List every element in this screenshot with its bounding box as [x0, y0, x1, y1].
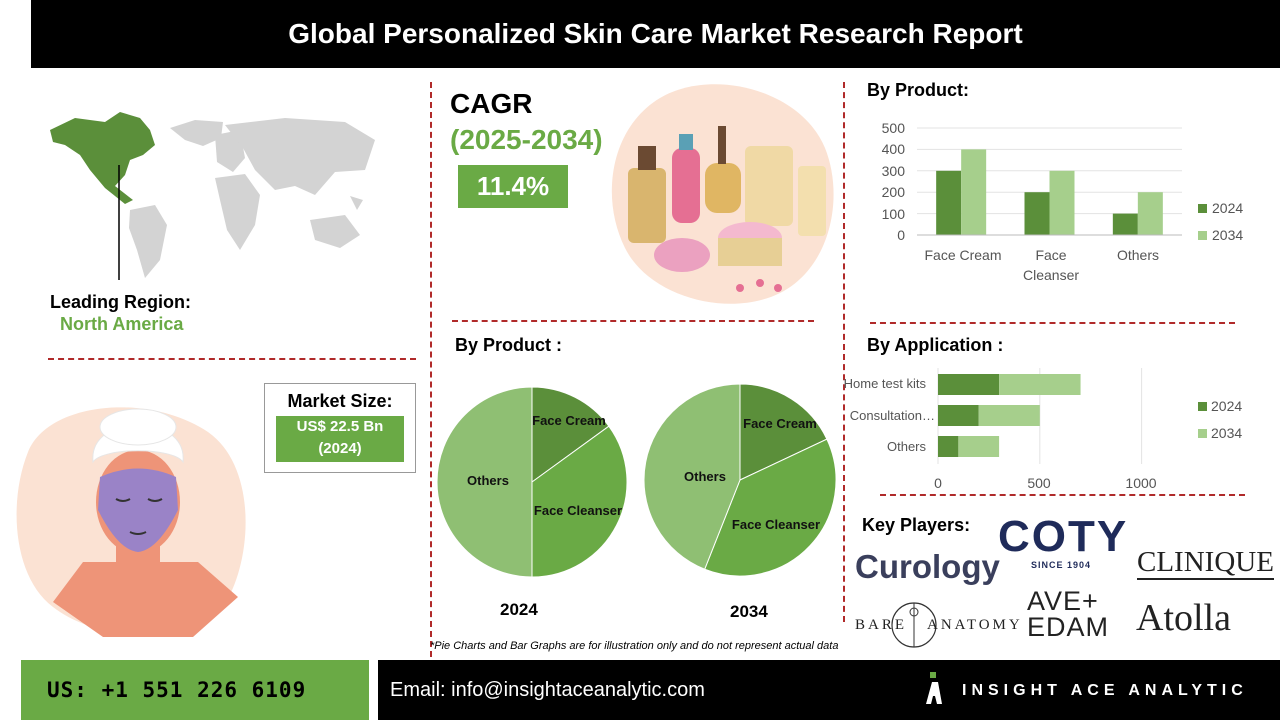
bar-2034	[1049, 170, 1075, 235]
pie-slice	[531, 425, 628, 578]
footer-phone[interactable]: US: +1 551 226 6109	[47, 678, 307, 702]
logo-curology: Curology	[855, 548, 1000, 585]
application-bar-chart: Home test kits Consultation… Others 0 50…	[844, 368, 1242, 491]
brand-logo-icon	[926, 672, 942, 704]
leading-region-value: North America	[60, 314, 184, 334]
product-bar-chart: 500 400 300 200 100 0 Face Cream Face Cl…	[882, 120, 1244, 283]
pie-slice	[436, 386, 533, 578]
bar-2024	[936, 170, 962, 235]
x-tick-label: Face Cream	[924, 247, 1001, 263]
divider-application	[880, 494, 1245, 496]
logo-edam: EDAM	[1027, 612, 1110, 642]
cagr-period: (2025-2034)	[450, 124, 603, 155]
x-tick-label: 500	[1027, 475, 1051, 491]
divider-cagr	[452, 320, 814, 322]
x-tick-label: Face	[1035, 247, 1066, 263]
legend-swatch-2034	[1198, 429, 1207, 438]
bar-2024	[1024, 192, 1050, 235]
bare-anatomy-emblem-icon	[891, 602, 937, 648]
market-size-label: Market Size:	[287, 391, 393, 411]
cagr-value: 11.4%	[476, 171, 550, 201]
y-category-label: Others	[887, 439, 927, 454]
pie-slice-label: Face Cleanser	[534, 503, 622, 518]
key-players-label: Key Players:	[862, 515, 971, 535]
disclaimer-text: *Pie Charts and Bar Graphs are for illus…	[430, 640, 839, 652]
y-tick-label: 200	[882, 184, 906, 200]
bar-2024	[938, 436, 959, 457]
market-size-value-line1: US$ 22.5 Bn	[296, 418, 384, 435]
cagr-label: CAGR	[450, 88, 533, 119]
legend-label: 2034	[1211, 425, 1242, 441]
logo-coty: COTY	[998, 512, 1129, 561]
divider-right	[843, 82, 845, 622]
pie-slice	[643, 383, 741, 570]
pie-slice-label: Others	[684, 469, 726, 484]
page-title: Global Personalized Skin Care Market Res…	[31, 0, 1280, 68]
bar-2024	[1112, 213, 1138, 235]
logo-anatomy: ANATOMY	[927, 617, 1023, 633]
x-tick-label: 1000	[1125, 475, 1156, 491]
page-title-text: Global Personalized Skin Care Market Res…	[288, 18, 1023, 49]
x-tick-label: 0	[934, 475, 942, 491]
bar-2034	[961, 149, 987, 235]
divider-bar	[870, 322, 1235, 324]
divider-left	[430, 82, 432, 657]
pie-caption-2034: 2034	[730, 602, 768, 621]
pie-slice-label: Face Cream	[743, 416, 817, 431]
y-tick-label: 500	[882, 120, 906, 136]
logo-bare: BARE	[855, 617, 908, 633]
market-size-value: US$ 22.5 Bn (2024)	[276, 416, 404, 462]
leading-region-label: Leading Region:	[50, 292, 191, 312]
legend-label: 2024	[1211, 398, 1242, 414]
footer-contact-bar: Email: info@insightaceanalytic.com INSIG…	[378, 660, 1280, 720]
y-category-label: Consultation…	[850, 408, 935, 423]
cosmetics-illustration	[611, 84, 834, 304]
y-tick-label: 400	[882, 141, 906, 157]
world-map	[50, 112, 375, 280]
x-tick-label: Others	[1117, 247, 1159, 263]
y-tick-label: 100	[882, 206, 906, 222]
legend-label: 2034	[1212, 227, 1243, 243]
logo-coty-tagline: SINCE 1904	[1031, 560, 1092, 570]
pie-slice-label: Face Cleanser	[732, 517, 820, 532]
footer-email[interactable]: Email: info@insightaceanalytic.com	[390, 679, 705, 701]
legend-swatch-2034	[1198, 231, 1207, 240]
cagr-value-badge: 11.4%	[458, 165, 568, 208]
pie-slice	[739, 383, 828, 481]
bar-2034	[958, 436, 1000, 457]
y-tick-label: 300	[882, 163, 906, 179]
legend-swatch-2024	[1198, 204, 1207, 213]
bar-2024	[938, 374, 1000, 395]
logo-ave: AVE+	[1027, 586, 1099, 616]
bar-2024	[938, 405, 979, 426]
pie-caption-2024: 2024	[500, 600, 538, 619]
divider-region	[48, 358, 416, 360]
bar-2034	[978, 405, 1040, 426]
y-category-label: Home test kits	[844, 376, 927, 391]
footer-brand: INSIGHT ACE ANALYTIC	[962, 682, 1248, 699]
bar-2034	[999, 374, 1081, 395]
x-tick-label: Cleanser	[1023, 267, 1079, 283]
pie-slice	[704, 438, 837, 577]
application-chart-title: By Application :	[867, 335, 1004, 355]
market-size-value-line2: (2024)	[318, 440, 362, 457]
product-pie-charts: Face Cream Face Cleanser Others Face Cream F…	[436, 383, 837, 578]
pie-slice	[531, 386, 610, 483]
footer-phone-bar: US: +1 551 226 6109	[21, 660, 369, 720]
face-mask-illustration	[16, 407, 246, 637]
legend-label: 2024	[1212, 200, 1243, 216]
logo-clinique: CLINIQUE	[1137, 546, 1274, 580]
bar-chart-title: By Product:	[867, 80, 970, 100]
market-size-box: Market Size: US$ 22.5 Bn (2024)	[264, 383, 416, 473]
bar-2034	[1137, 192, 1163, 235]
legend-swatch-2024	[1198, 402, 1207, 411]
y-tick-label: 0	[897, 227, 905, 243]
pie-slice-label: Others	[467, 473, 509, 488]
logo-atolla: Atolla	[1136, 597, 1231, 639]
pie-section-title: By Product :	[455, 335, 563, 355]
pie-slice-label: Face Cream	[532, 413, 606, 428]
